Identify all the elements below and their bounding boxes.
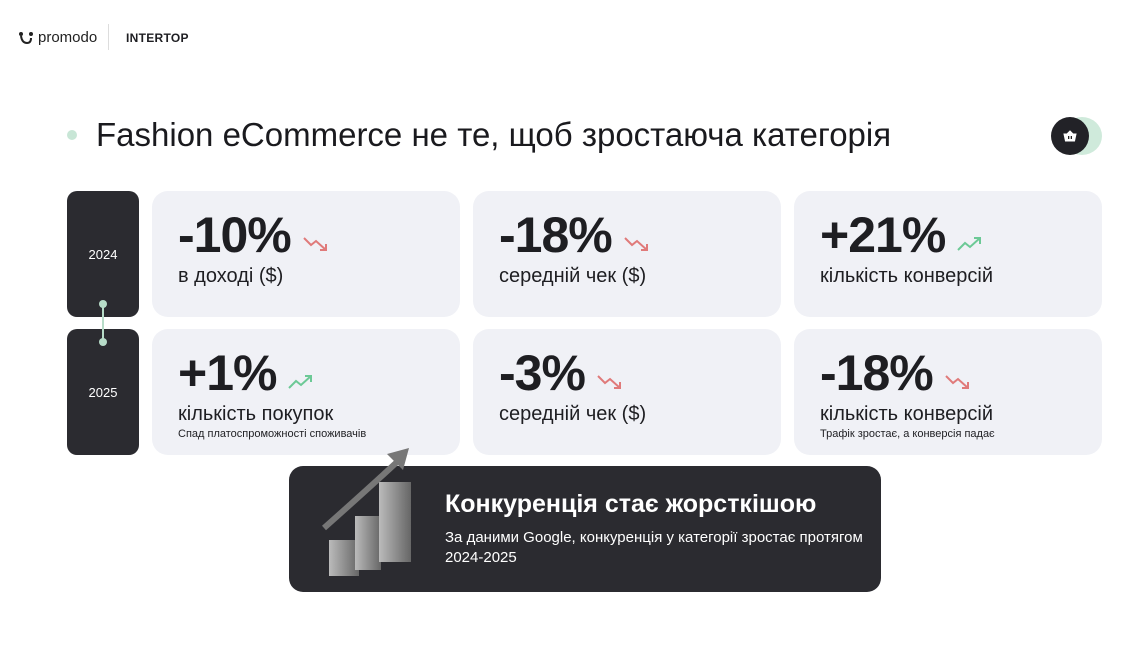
callout-panel: Конкуренція стає жорсткішою За даними Go…	[289, 448, 881, 592]
metric-card: -18% середній чек ($)	[473, 191, 781, 317]
divider	[108, 24, 109, 50]
trend-down-icon	[624, 211, 650, 259]
trend-down-icon	[303, 211, 329, 259]
basket-badge	[1051, 117, 1089, 155]
metric-card: +1% кількість покупок Спад платоспроможнос…	[152, 329, 460, 455]
timeline-dot	[99, 338, 107, 346]
trend-down-icon	[945, 349, 971, 397]
metric-label: кількість конверсій	[820, 403, 994, 425]
metric-card: -18% кількість конверсій Трафік зростає, а…	[794, 329, 1102, 455]
year-label: 2024	[67, 191, 139, 317]
metric-card: -3% середній чек ($)	[473, 329, 781, 455]
metric-value: -3%	[499, 345, 586, 401]
metric-label: в доході ($)	[178, 265, 284, 287]
timeline-dot	[99, 300, 107, 308]
growth-chart-icon	[322, 448, 411, 576]
metric-card: -10% в доході ($)	[152, 191, 460, 317]
basket-icon	[1063, 130, 1077, 142]
metric-label: кількість конверсій	[820, 265, 994, 287]
year-label: 2025	[67, 329, 139, 455]
promodo-logo: promodo	[18, 29, 97, 46]
metric-value: +1%	[178, 345, 277, 401]
metric-note: Трафік зростає, а конверсія падає	[820, 428, 995, 440]
bullet-dot	[67, 130, 77, 140]
page-title: Fashion eCommerce не те, щоб зростаюча к…	[96, 116, 892, 153]
callout-title: Конкуренція стає жорсткішою	[445, 490, 817, 518]
metric-value: +21%	[820, 207, 946, 263]
callout-text: За даними Google, конкуренція у категорі…	[445, 529, 863, 566]
promodo-logo-icon	[19, 31, 33, 44]
metric-card: +21% кількість конверсій	[794, 191, 1102, 317]
trend-down-icon	[597, 349, 623, 397]
metric-label: середній чек ($)	[499, 265, 647, 287]
trend-up-icon	[957, 211, 983, 259]
metric-label: середній чек ($)	[499, 403, 647, 425]
metric-note: Спад платоспроможності споживачів	[178, 428, 367, 440]
metric-value: -18%	[499, 207, 613, 263]
metric-label: кількість покупок	[178, 403, 334, 425]
logo-text: promodo	[38, 29, 98, 46]
client-logo: INTERTOP	[126, 31, 189, 45]
trend-up-icon	[288, 349, 314, 397]
metric-value: -10%	[178, 207, 292, 263]
metric-value: -18%	[820, 345, 934, 401]
timeline-connector	[102, 303, 104, 341]
